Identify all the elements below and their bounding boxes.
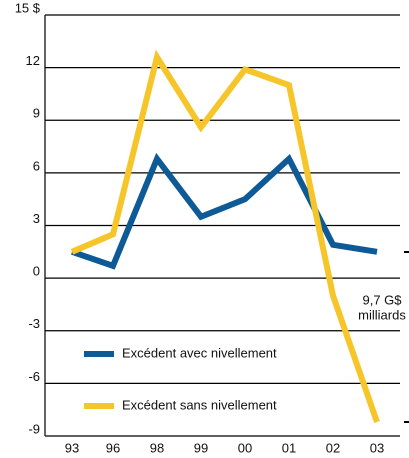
legend-label: Excédent sans nivellement: [122, 397, 277, 412]
series-line: [71, 152, 378, 270]
y-tick-label: -3: [28, 316, 40, 331]
y-tick-label: 3: [33, 211, 40, 226]
x-tick-label: 02: [326, 440, 340, 455]
y-tick-label: 6: [33, 158, 40, 173]
x-tick-label: 96: [106, 440, 120, 455]
annotation: milliards: [358, 307, 406, 322]
y-tick-label: 9: [33, 106, 40, 121]
x-tick-label: 01: [282, 440, 296, 455]
x-tick-label: 03: [370, 440, 384, 455]
x-tick-label: 93: [65, 440, 79, 455]
annotation: 9,7 G$: [362, 292, 402, 307]
y-tick-label: 12: [26, 53, 40, 68]
legend-label: Excédent avec nivellement: [122, 345, 277, 360]
y-tick-label: 0: [33, 264, 40, 279]
y-tick-label: -9: [28, 421, 40, 436]
x-tick-label: 00: [238, 440, 252, 455]
series-line: [70, 49, 380, 423]
x-tick-label: 98: [150, 440, 164, 455]
y-tick-label: 15 $: [15, 0, 41, 15]
y-tick-label: -6: [28, 369, 40, 384]
x-tick-label: 99: [194, 440, 208, 455]
